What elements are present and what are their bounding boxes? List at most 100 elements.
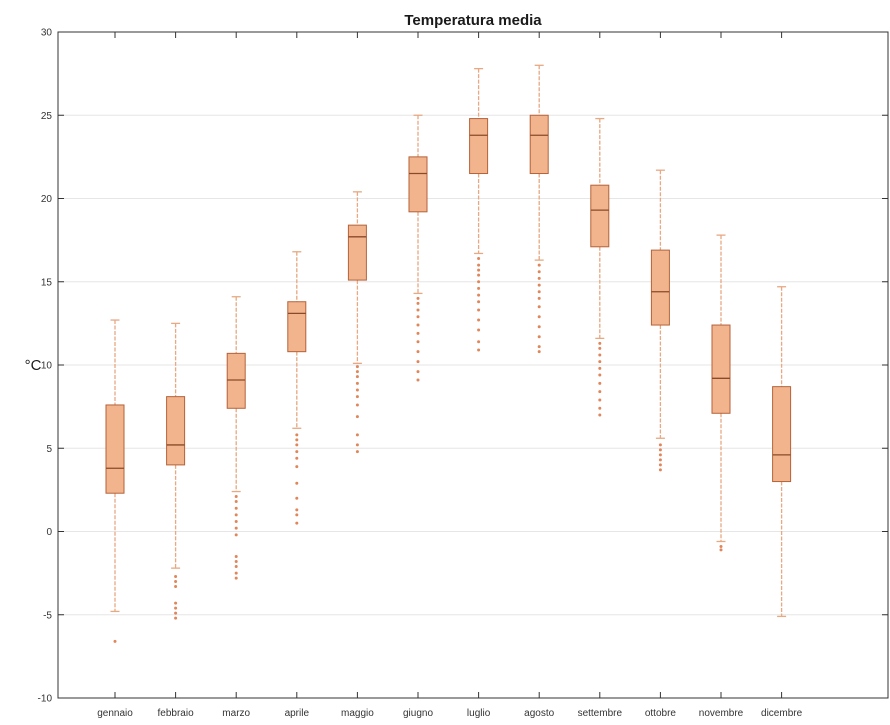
outlier-point xyxy=(174,606,178,610)
outlier-point xyxy=(174,574,178,578)
y-tick-label: 20 xyxy=(41,194,53,205)
box-dicembre xyxy=(772,286,792,618)
axis-ticks: -10 -5 0 5 10 15 20 25 30 gennaio febbraio marzo apr… xyxy=(38,28,888,719)
outlier-point xyxy=(295,521,299,525)
x-tick-label: agosto xyxy=(524,708,554,719)
outlier-point xyxy=(234,559,238,563)
outlier-point xyxy=(234,513,238,517)
outlier-point xyxy=(416,301,420,305)
outlier-point xyxy=(295,465,299,469)
outlier-point xyxy=(295,481,299,485)
outlier-point xyxy=(658,468,662,472)
outlier-point xyxy=(295,433,299,437)
outlier-point xyxy=(598,366,602,370)
outlier-point xyxy=(174,611,178,615)
box-iqr xyxy=(469,118,489,175)
outlier-point xyxy=(416,370,420,374)
box-giugno xyxy=(408,114,428,382)
outlier-point xyxy=(537,263,541,267)
outlier-point xyxy=(355,381,359,385)
outlier-point xyxy=(355,370,359,374)
box-iqr xyxy=(287,301,307,353)
box-iqr xyxy=(772,386,792,483)
box-gennaio xyxy=(105,319,125,643)
outlier-point xyxy=(477,300,481,304)
box-iqr xyxy=(590,184,610,248)
box-maggio xyxy=(347,191,367,454)
outlier-point xyxy=(537,296,541,300)
y-tick-label: 25 xyxy=(41,111,53,122)
outlier-point xyxy=(658,458,662,462)
outlier-point xyxy=(416,331,420,335)
outlier-point xyxy=(355,388,359,392)
outlier-point xyxy=(598,373,602,377)
box-iqr xyxy=(529,114,549,175)
outlier-point xyxy=(234,533,238,537)
outlier-point xyxy=(416,308,420,312)
outlier-point xyxy=(295,496,299,500)
outlier-point xyxy=(234,564,238,568)
outlier-point xyxy=(416,323,420,327)
chart-title: Temperatura media xyxy=(404,12,542,29)
x-tick-label: febbraio xyxy=(158,708,195,719)
outlier-point xyxy=(719,544,723,548)
box-iqr xyxy=(711,324,731,414)
x-tick-label: novembre xyxy=(699,708,744,719)
y-tick-label: -5 xyxy=(43,610,52,621)
outlier-point xyxy=(416,340,420,344)
outlier-point xyxy=(174,616,178,620)
outlier-point xyxy=(537,350,541,354)
plot-frame xyxy=(57,31,889,699)
outlier-point xyxy=(537,305,541,309)
outlier-point xyxy=(295,438,299,442)
box-luglio xyxy=(469,67,489,352)
outlier-point xyxy=(355,450,359,454)
outlier-point xyxy=(477,273,481,277)
x-tick-label: maggio xyxy=(341,708,374,719)
outlier-point xyxy=(355,403,359,407)
box-iqr xyxy=(166,396,186,466)
box-ottobre xyxy=(650,169,670,472)
outlier-point xyxy=(295,513,299,517)
outlier-point xyxy=(537,283,541,287)
outlier-point xyxy=(416,350,420,354)
outlier-point xyxy=(234,500,238,504)
outlier-point xyxy=(416,315,420,319)
outlier-point xyxy=(477,340,481,344)
box-novembre xyxy=(711,234,731,552)
outlier-point xyxy=(234,520,238,524)
outlier-point xyxy=(174,584,178,588)
outlier-point xyxy=(598,360,602,364)
outlier-point xyxy=(234,495,238,499)
x-tick-label: marzo xyxy=(222,708,250,719)
outlier-point xyxy=(477,308,481,312)
outlier-point xyxy=(658,463,662,467)
outlier-point xyxy=(355,395,359,399)
y-tick-label: -10 xyxy=(38,694,53,705)
box-iqr xyxy=(347,224,367,281)
box-aprile xyxy=(287,251,307,525)
outlier-point xyxy=(477,348,481,352)
box-iqr xyxy=(408,156,428,213)
outlier-point xyxy=(113,639,117,643)
box-marzo xyxy=(226,296,246,580)
outlier-point xyxy=(719,548,723,552)
outlier-point xyxy=(477,263,481,267)
x-tick-label: aprile xyxy=(285,708,310,719)
x-tick-label: ottobre xyxy=(645,708,677,719)
outlier-point xyxy=(295,508,299,512)
outlier-point xyxy=(537,335,541,339)
y-tick-label: 5 xyxy=(46,444,52,455)
y-tick-label: 15 xyxy=(41,277,53,288)
outlier-point xyxy=(416,360,420,364)
box-settembre xyxy=(590,117,610,417)
outlier-point xyxy=(658,453,662,457)
outlier-point xyxy=(598,390,602,394)
outlier-point xyxy=(537,270,541,274)
x-tick-label: settembre xyxy=(578,708,623,719)
outlier-point xyxy=(537,290,541,294)
x-tick-label: giugno xyxy=(403,708,433,719)
boxes xyxy=(105,64,792,643)
outlier-point xyxy=(234,576,238,580)
